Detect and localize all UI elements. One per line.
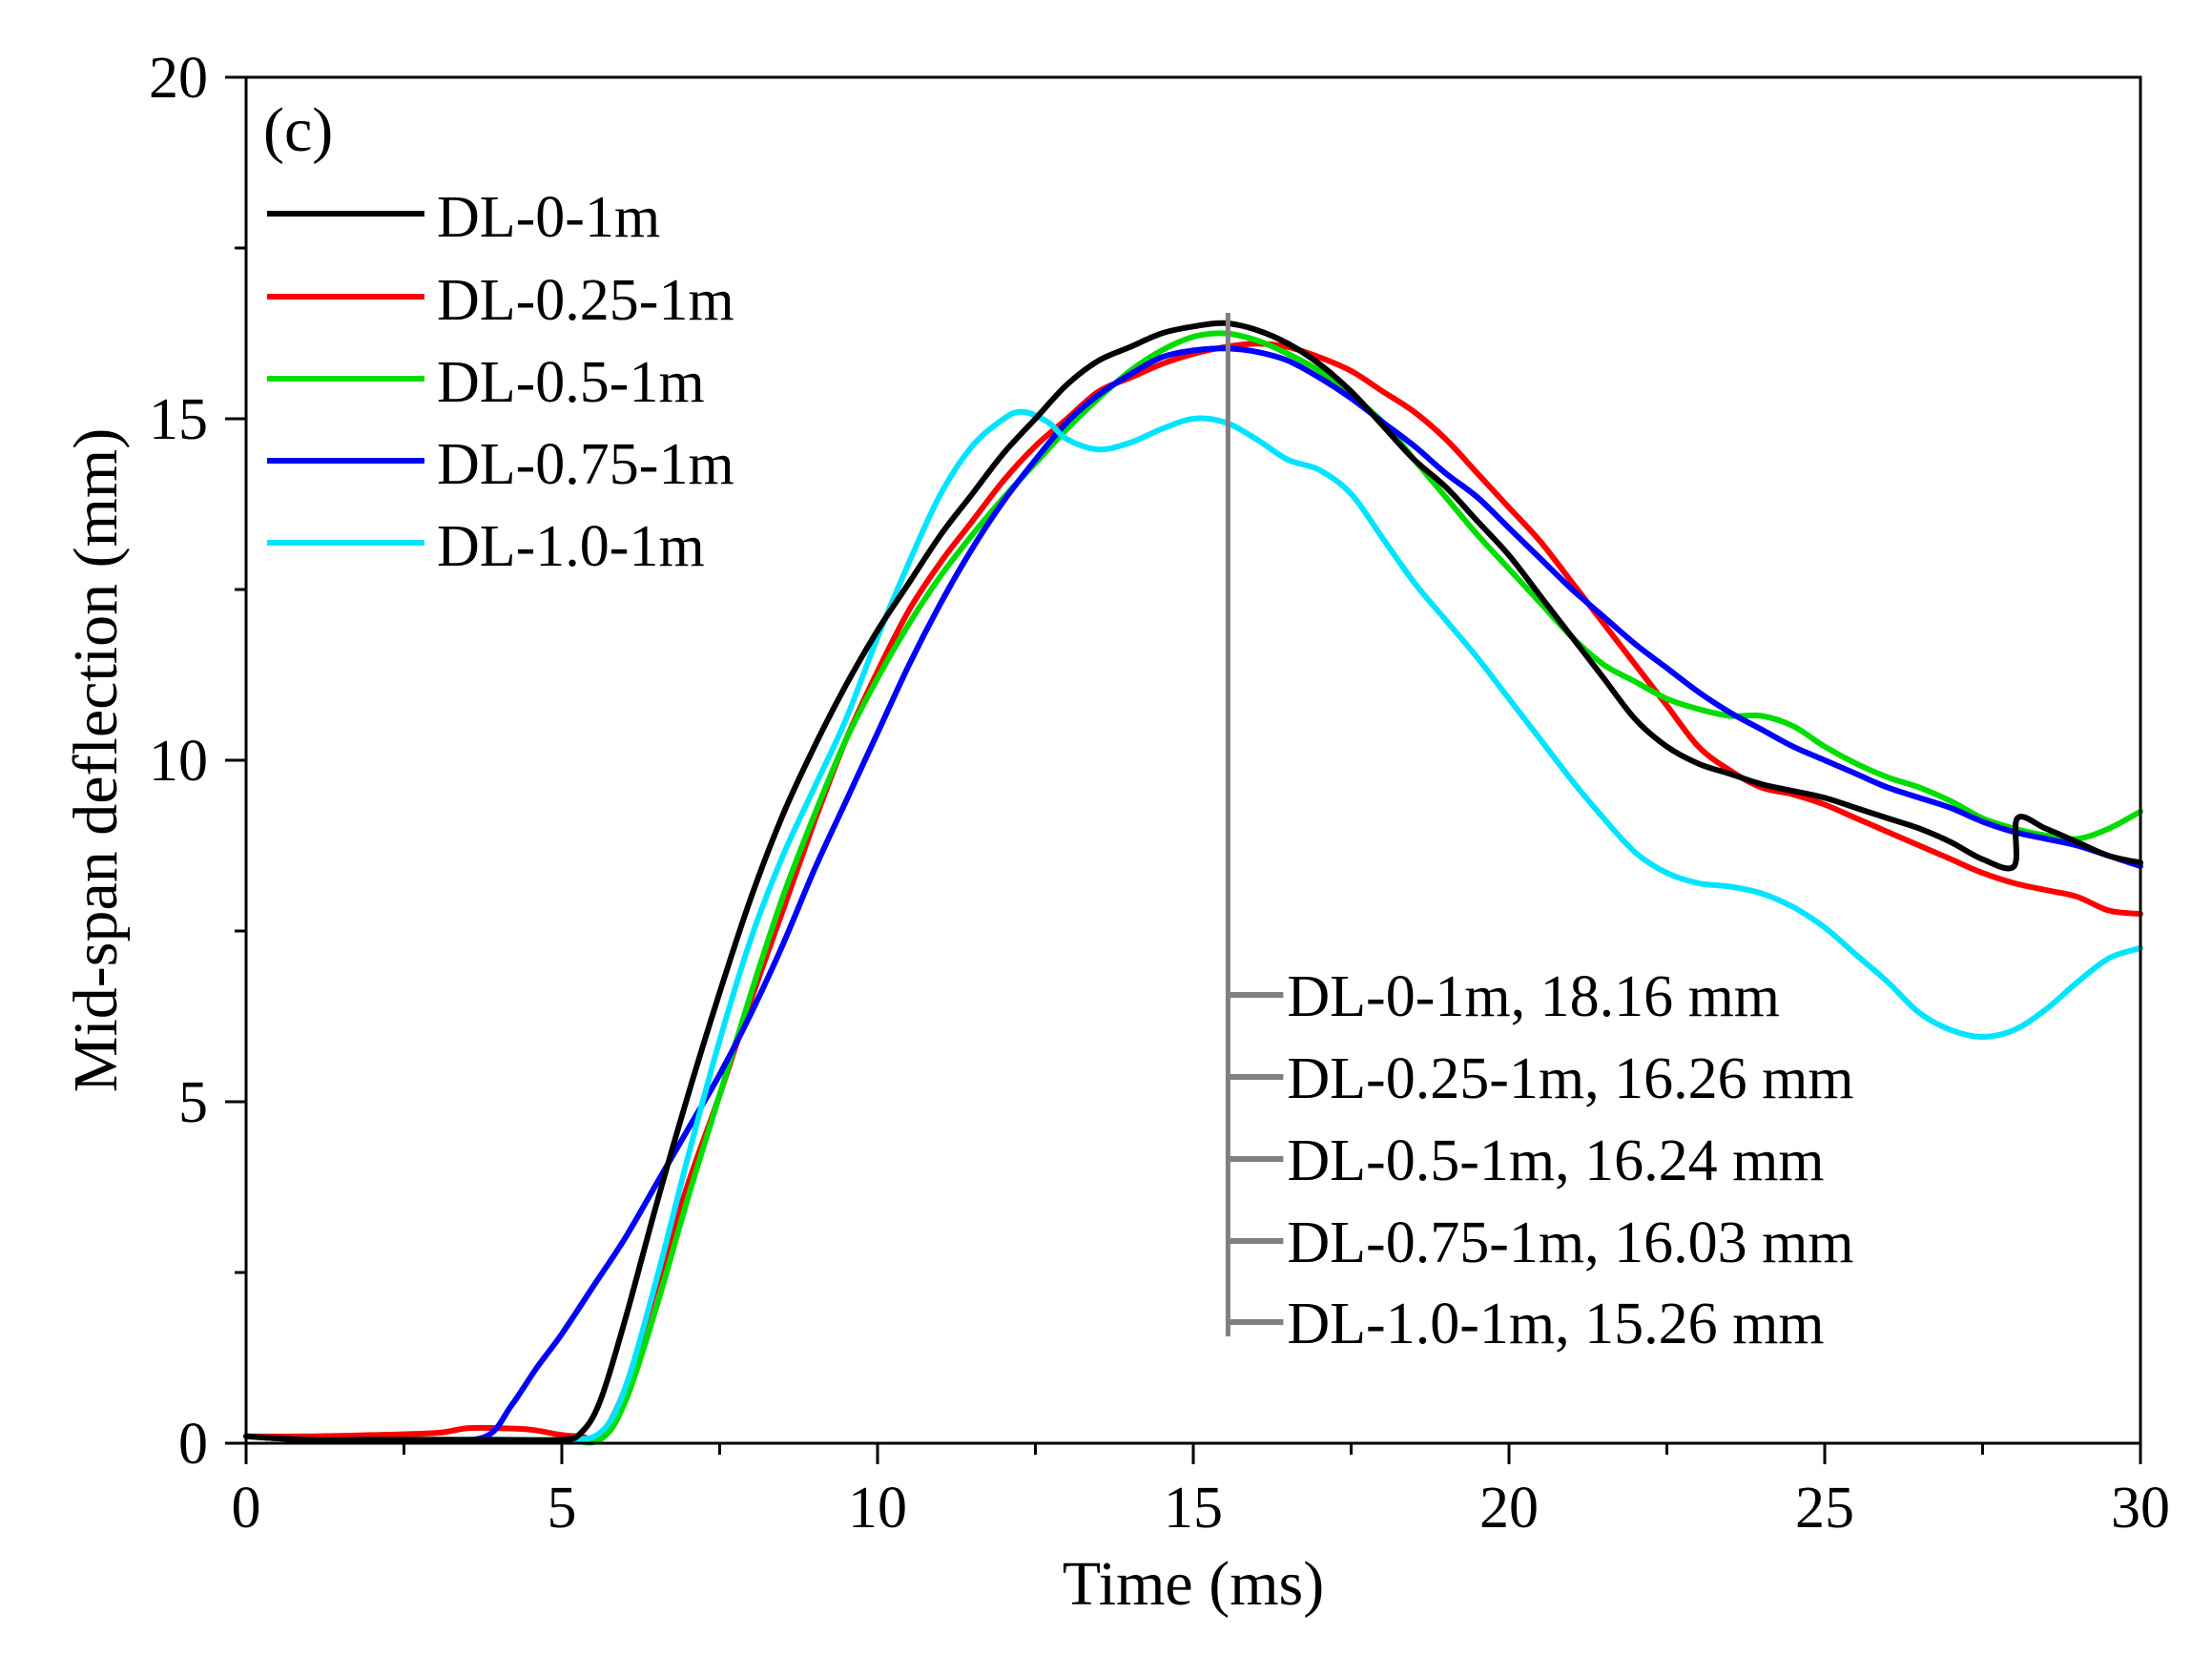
legend: DL-0-1m DL-0.25-1m DL-0.5-1m DL-0.75-1m DL-1…	[267, 185, 734, 579]
x-tick-label: 20	[1479, 1476, 1539, 1541]
panel-label: (c)	[263, 95, 333, 165]
x-tick-label: 25	[1795, 1476, 1854, 1541]
x-axis-title: Time (ms)	[1063, 1549, 1324, 1619]
legend-label-DL-0.5-1m: DL-0.5-1m	[437, 350, 705, 415]
annotation-label: DL-1.0-1m, 15.26 mm	[1287, 1292, 1824, 1356]
tick-labels-layer: 0 5 10 15 20 25 30 0 5 10 15 20	[149, 46, 2170, 1541]
annotation-label: DL-0.75-1m, 16.03 mm	[1287, 1210, 1853, 1275]
x-tick-label: 5	[548, 1476, 577, 1541]
y-tick-label: 10	[149, 729, 208, 794]
series-line-DL-0-1m	[243, 320, 2143, 1443]
annotation-label: DL-0.5-1m, 16.24 mm	[1287, 1128, 1824, 1193]
x-tick-label: 30	[2111, 1476, 2170, 1541]
x-tick-label: 0	[232, 1476, 261, 1541]
y-axis-title: Mid-span deflection (mm)	[61, 428, 131, 1092]
annotation-layer: DL-0-1m, 18.16 mm DL-0.25-1m, 16.26 mm DL-…	[1225, 313, 1854, 1356]
y-tick-label: 20	[149, 46, 208, 111]
x-tick-label: 15	[1164, 1476, 1223, 1541]
legend-label-DL-0-1m: DL-0-1m	[437, 185, 660, 250]
series-line-DL-1.0-1m	[243, 408, 2143, 1443]
x-tick-label: 10	[848, 1476, 907, 1541]
y-tick-label: 15	[149, 387, 208, 452]
annotation-label: DL-0.25-1m, 16.26 mm	[1287, 1046, 1853, 1111]
legend-label-DL-1.0-1m: DL-1.0-1m	[437, 514, 705, 579]
y-tick-label: 5	[178, 1070, 208, 1135]
legend-label-DL-0.25-1m: DL-0.25-1m	[437, 268, 734, 333]
y-tick-label: 0	[178, 1412, 208, 1477]
legend-label-DL-0.75-1m: DL-0.75-1m	[437, 432, 734, 497]
series-line-DL-0.75-1m	[243, 345, 2143, 1443]
axis-ticks-layer	[225, 75, 2142, 1464]
plot-frame	[244, 75, 2142, 1445]
annotation-label: DL-0-1m, 18.16 mm	[1287, 964, 1780, 1029]
